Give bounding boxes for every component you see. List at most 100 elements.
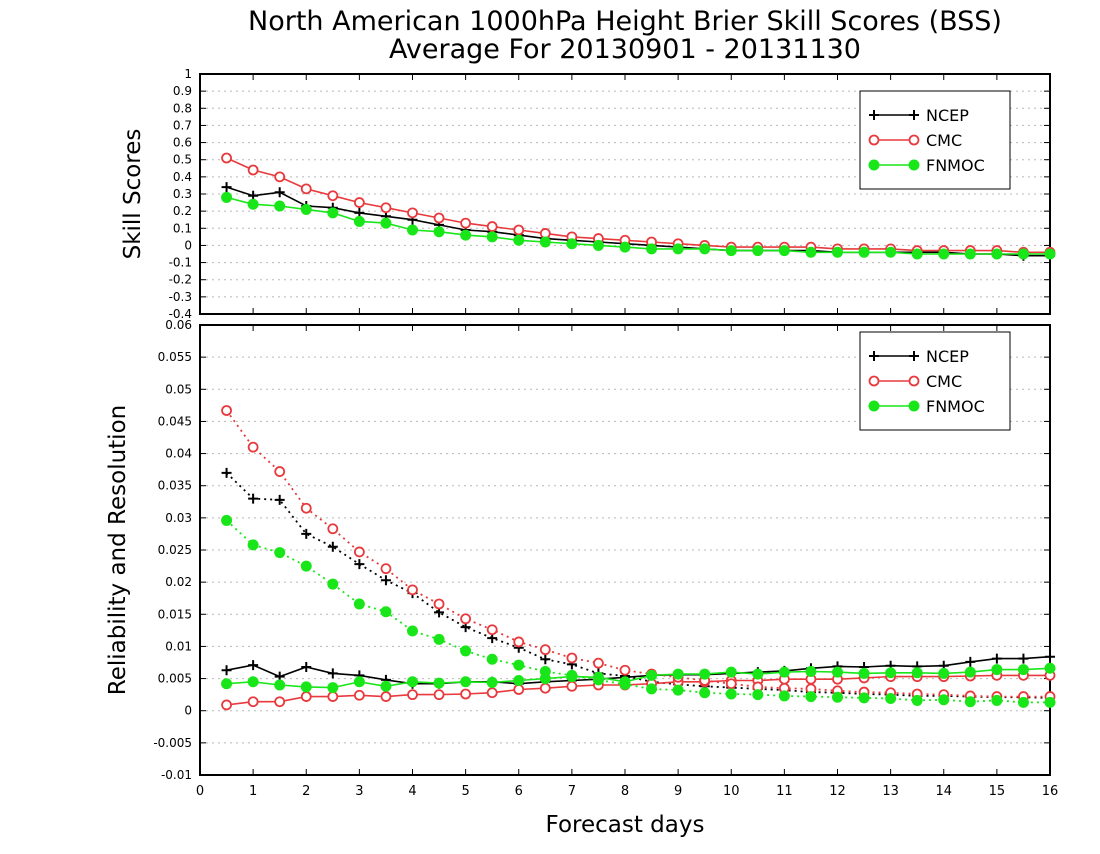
xtick-label: 6 xyxy=(515,784,523,799)
skill-cmc-point xyxy=(274,171,286,183)
reliab-ncep-dotted-point xyxy=(354,559,365,570)
skill-fnmoc-point xyxy=(353,215,365,227)
skill-plot-frame xyxy=(199,73,1051,315)
skill-cmc-point xyxy=(300,183,312,195)
skill-legend-marker xyxy=(869,110,879,120)
skill-fnmoc-point xyxy=(539,236,551,248)
reliab-cmc-dotted-point xyxy=(593,657,604,669)
xtick-label: 10 xyxy=(723,784,740,799)
reliab-fnmoc-dotted-point xyxy=(885,693,897,704)
skill-ncep-point xyxy=(221,182,232,193)
reliab-cmc-point xyxy=(407,689,418,701)
skill-fnmoc-point xyxy=(832,246,843,258)
reliab-fnmoc-dotted-point xyxy=(1017,696,1029,708)
xtick-label: 15 xyxy=(989,784,1006,799)
reliab-cmc-point xyxy=(433,689,445,701)
reliab-fnmoc-point xyxy=(964,666,976,678)
reliab-fnmoc-point xyxy=(486,676,498,688)
reliab-cmc-dotted-point xyxy=(539,644,551,656)
reliab-ytick-label: 0 xyxy=(184,704,192,718)
reliab-ncep-dotted-point xyxy=(540,654,551,665)
skill-fnmoc-point xyxy=(619,241,631,253)
skill-ytick-label: 0.3 xyxy=(173,187,192,201)
reliab-ytick-label: -0.01 xyxy=(161,768,192,782)
reliab-y-axis-label: Reliability and Resolution xyxy=(105,405,131,695)
reliab-fnmoc-point xyxy=(1044,662,1056,674)
skill-legend-marker xyxy=(908,134,920,146)
reliab-fnmoc-dotted-point xyxy=(646,683,658,695)
reliab-fnmoc-dotted-point xyxy=(832,691,843,703)
xtick-label: 5 xyxy=(461,784,469,799)
reliab-fnmoc-dotted-point xyxy=(964,696,976,708)
skill-legend-label: NCEP xyxy=(926,106,969,125)
skill-ytick-label: 1 xyxy=(184,67,192,81)
xtick-label: 14 xyxy=(935,784,952,799)
reliab-cmc-point xyxy=(539,682,551,694)
skill-ytick-label: 0.8 xyxy=(173,101,192,115)
skill-ncep-point xyxy=(274,187,285,198)
reliab-fnmoc-dotted-point xyxy=(672,684,684,696)
reliab-ytick-label: 0.015 xyxy=(158,607,192,621)
skill-fnmoc-point xyxy=(1017,248,1029,260)
skill-ytick-label: 0 xyxy=(184,238,192,252)
reliab-fnmoc-point xyxy=(327,682,339,694)
skill-ytick-label: -0.4 xyxy=(169,307,192,321)
reliab-fnmoc-point xyxy=(938,667,950,679)
reliab-fnmoc-point xyxy=(221,678,233,690)
skill-cmc-point xyxy=(433,212,445,224)
reliab-fnmoc-dotted-point xyxy=(353,598,365,610)
skill-fnmoc-point xyxy=(460,229,472,241)
skill-fnmoc-point xyxy=(911,248,923,260)
reliab-fnmoc-dotted-point xyxy=(486,653,498,665)
reliab-ncep-point xyxy=(991,653,1002,664)
reliab-legend-label: NCEP xyxy=(926,347,969,366)
reliab-fnmoc-point xyxy=(380,680,392,692)
reliab-ytick-label: 0.005 xyxy=(158,672,192,686)
reliab-legend-marker xyxy=(868,400,880,412)
reliab-cmc-dotted-point xyxy=(486,624,498,636)
reliab-fnmoc-dotted-point xyxy=(274,547,286,559)
reliab-fnmoc-dotted-point xyxy=(752,689,764,701)
reliab-fnmoc-point xyxy=(300,681,312,693)
reliab-ncep-point xyxy=(248,660,259,671)
skill-legend-marker xyxy=(868,134,880,146)
reliab-fnmoc-dotted-point xyxy=(300,560,312,572)
skill-fnmoc-point xyxy=(407,224,418,236)
skill-legend-label: CMC xyxy=(926,131,962,150)
reliab-fnmoc-point xyxy=(407,676,418,688)
xtick-label: 11 xyxy=(776,784,793,799)
skill-fnmoc-point xyxy=(885,246,897,258)
xtick-label: 8 xyxy=(621,784,629,799)
reliab-fnmoc-point xyxy=(752,668,764,680)
skill-fnmoc-point xyxy=(938,248,950,260)
skill-fnmoc-point xyxy=(646,243,658,255)
reliab-cmc-point xyxy=(380,691,392,702)
reliab-cmc-point xyxy=(513,684,525,695)
reliab-fnmoc-dotted-point xyxy=(778,690,790,702)
reliab-fnmoc-dotted-point xyxy=(407,625,418,637)
skill-ytick-label: 0.6 xyxy=(173,136,192,150)
skill-ytick-label: -0.3 xyxy=(169,290,192,304)
reliab-fnmoc-dotted-point xyxy=(380,606,392,618)
skill-fnmoc-point xyxy=(433,226,445,238)
skill-fnmoc-point xyxy=(805,246,817,258)
reliab-cmc-dotted-point xyxy=(433,598,445,610)
chart-title-line1: North American 1000hPa Height Brier Skil… xyxy=(248,6,1002,37)
skill-ytick-label: -0.2 xyxy=(169,273,192,287)
reliab-ytick-label: 0.06 xyxy=(165,318,192,332)
skill-cmc-point xyxy=(247,164,259,176)
xtick-label: 2 xyxy=(302,784,310,799)
reliab-cmc-dotted-point xyxy=(460,613,472,625)
reliab-fnmoc-point xyxy=(832,666,843,678)
skill-cmc-point xyxy=(327,190,339,202)
reliab-cmc-point xyxy=(486,687,498,699)
reliab-fnmoc-dotted-point xyxy=(247,539,259,551)
reliab-cmc-point xyxy=(566,680,578,692)
skill-cmc-point xyxy=(460,217,472,229)
skill-legend-label: FNMOC xyxy=(926,156,985,175)
reliab-fnmoc-point xyxy=(353,676,365,688)
reliab-fnmoc-dotted-point xyxy=(513,659,525,671)
reliab-fnmoc-dotted-point xyxy=(1044,696,1056,708)
reliab-legend-label: CMC xyxy=(926,372,962,391)
skill-fnmoc-point xyxy=(592,239,604,251)
